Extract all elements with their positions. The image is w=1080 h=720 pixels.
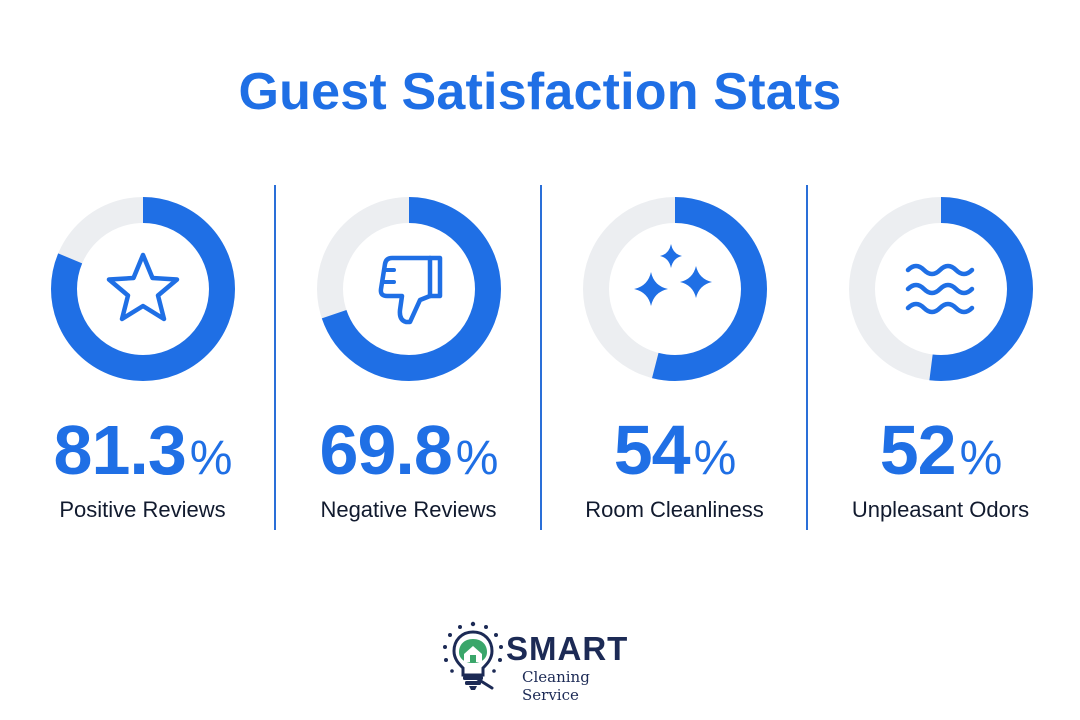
brand-subtitle: Cleaning Service	[522, 668, 590, 704]
ring-fill	[848, 197, 1033, 381]
divider	[540, 185, 542, 530]
brand-logo: SMART Cleaning Service	[440, 620, 650, 704]
star-icon	[98, 244, 188, 334]
ring-fill	[582, 197, 767, 381]
sparkles-icon	[630, 244, 720, 334]
stat-value: 54%	[613, 411, 737, 489]
stat-value: 69.8%	[319, 411, 499, 489]
ring-fill	[50, 197, 235, 381]
stat-negative-reviews: 69.8% Negative Reviews	[276, 185, 541, 530]
progress-ring	[848, 197, 1033, 381]
lightbulb-house-logo-icon	[440, 620, 506, 692]
stat-unpleasant-odors: 52% Unpleasant Odors	[808, 185, 1073, 530]
stat-label: Positive Reviews	[59, 497, 226, 522]
divider	[274, 185, 276, 530]
stat-value: 52%	[879, 411, 1003, 489]
stat-room-cleanliness: 54% Room Cleanliness	[542, 185, 807, 530]
stat-positive-reviews: 81.3% Positive Reviews	[10, 185, 275, 530]
progress-ring	[316, 197, 501, 381]
stat-value: 81.3%	[53, 411, 233, 489]
divider	[806, 185, 808, 530]
odor-waves-icon	[896, 244, 986, 334]
thumbs-down-icon	[364, 244, 454, 334]
progress-ring	[50, 197, 235, 381]
brand-name: SMART	[506, 630, 629, 667]
page-title: Guest Satisfaction Stats	[238, 63, 842, 121]
progress-ring	[582, 197, 767, 381]
stats-row: 81.3% Positive Reviews 69.8% Negative Re…	[0, 185, 1080, 530]
stat-label: Negative Reviews	[320, 497, 497, 522]
ring-fill	[316, 197, 501, 381]
stat-label: Unpleasant Odors	[851, 497, 1030, 522]
stat-label: Room Cleanliness	[585, 497, 764, 522]
